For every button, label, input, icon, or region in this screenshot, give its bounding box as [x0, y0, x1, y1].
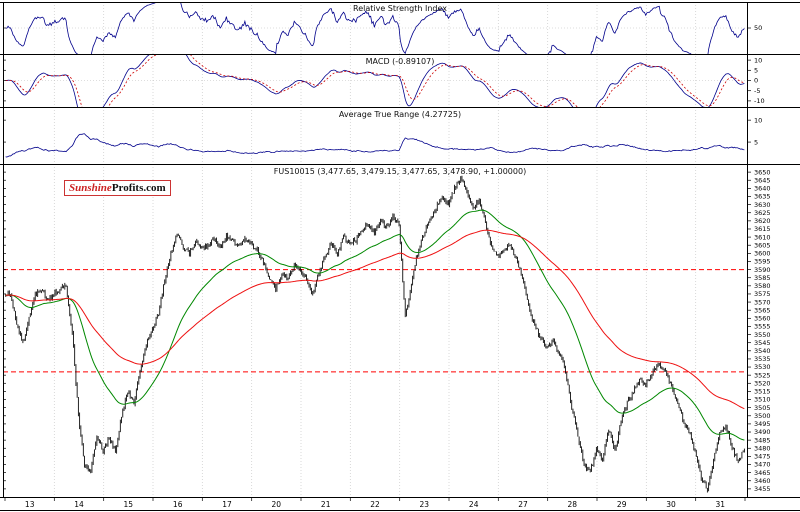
price-ytick-label: 3625 [754, 209, 771, 217]
price-ytick-label: 3530 [754, 363, 771, 371]
price-ytick-label: 3495 [754, 420, 771, 428]
indicator-ytick-label: -10 [754, 97, 765, 105]
price-ytick-label: 3610 [754, 233, 771, 241]
price-ytick-label: 3490 [754, 428, 771, 436]
price-ytick-label: 3545 [754, 339, 771, 347]
date-label: 15 [124, 500, 134, 509]
price-ytick-label: 3645 [754, 176, 771, 184]
price-ytick-label: 3565 [754, 306, 771, 314]
price-ytick-label: 3635 [754, 193, 771, 201]
price-ytick-label: 3580 [754, 282, 771, 290]
date-label: 17 [222, 500, 232, 509]
price-ytick-label: 3585 [754, 274, 771, 282]
price-ytick-label: 3510 [754, 396, 771, 404]
date-label: 22 [370, 500, 380, 509]
price-ytick-label: 3595 [754, 258, 771, 266]
ma-slow-line [5, 229, 745, 410]
price-ytick-label: 3605 [754, 241, 771, 249]
date-label: 14 [74, 500, 84, 509]
date-label: 24 [469, 500, 479, 509]
price-ytick-label: 3485 [754, 436, 771, 444]
date-label: 21 [321, 500, 331, 509]
logo-profits-text: Profits.com [111, 182, 166, 194]
logo-sunshine-text: Sunshine [69, 182, 112, 194]
rsi-line [5, 2, 745, 54]
price-ytick-label: 3640 [754, 185, 771, 193]
price-ytick-label: 3480 [754, 444, 771, 452]
price-ytick-label: 3455 [754, 485, 771, 493]
date-label: 30 [666, 500, 676, 509]
ma-fast-line [5, 209, 745, 441]
macd-signal-line [5, 54, 745, 107]
price-ytick-label: 3560 [754, 315, 771, 323]
date-label: 31 [716, 500, 726, 509]
price-ytick-label: 3475 [754, 453, 771, 461]
price-ytick-label: 3540 [754, 347, 771, 355]
indicator-ytick-label: 5 [754, 138, 758, 146]
price-ytick-label: 3600 [754, 250, 771, 258]
price-ytick-label: 3515 [754, 388, 771, 396]
price-ytick-label: 3465 [754, 469, 771, 477]
indicator-ytick-label: -5 [754, 87, 760, 95]
indicator-ytick-label: 0 [754, 77, 758, 85]
price-ytick-label: 3500 [754, 412, 771, 420]
price-ytick-label: 3525 [754, 371, 771, 379]
date-label: 20 [272, 500, 282, 509]
price-ytick-label: 3550 [754, 331, 771, 339]
price-ytick-label: 3470 [754, 461, 771, 469]
date-label: 13 [25, 500, 35, 509]
price-ytick-label: 3460 [754, 477, 771, 485]
atr-line [5, 133, 745, 158]
date-label: 27 [518, 500, 528, 509]
date-label: 23 [420, 500, 430, 509]
indicator-ytick-label: 50 [754, 24, 762, 32]
indicator-ytick-label: 5 [754, 67, 758, 75]
sunshine-profits-logo: SunshineProfits.com [64, 180, 171, 196]
price-ytick-label: 3615 [754, 225, 771, 233]
price-ytick-label: 3630 [754, 201, 771, 209]
date-label: 16 [173, 500, 183, 509]
price-ytick-label: 3575 [754, 290, 771, 298]
price-ytick-label: 3555 [754, 323, 771, 331]
price-ytick-label: 3590 [754, 266, 771, 274]
indicator-ytick-label: 10 [754, 56, 762, 64]
macd-line [5, 54, 745, 107]
price-ytick-label: 3650 [754, 168, 771, 176]
price-ytick-label: 3570 [754, 298, 771, 306]
price-ytick-label: 3620 [754, 217, 771, 225]
price-ytick-label: 3505 [754, 404, 771, 412]
indicator-ytick-label: 10 [754, 116, 762, 124]
price-ytick-label: 3520 [754, 379, 771, 387]
date-label: 29 [617, 500, 627, 509]
price-ytick-label: 3535 [754, 355, 771, 363]
date-label: 28 [568, 500, 578, 509]
